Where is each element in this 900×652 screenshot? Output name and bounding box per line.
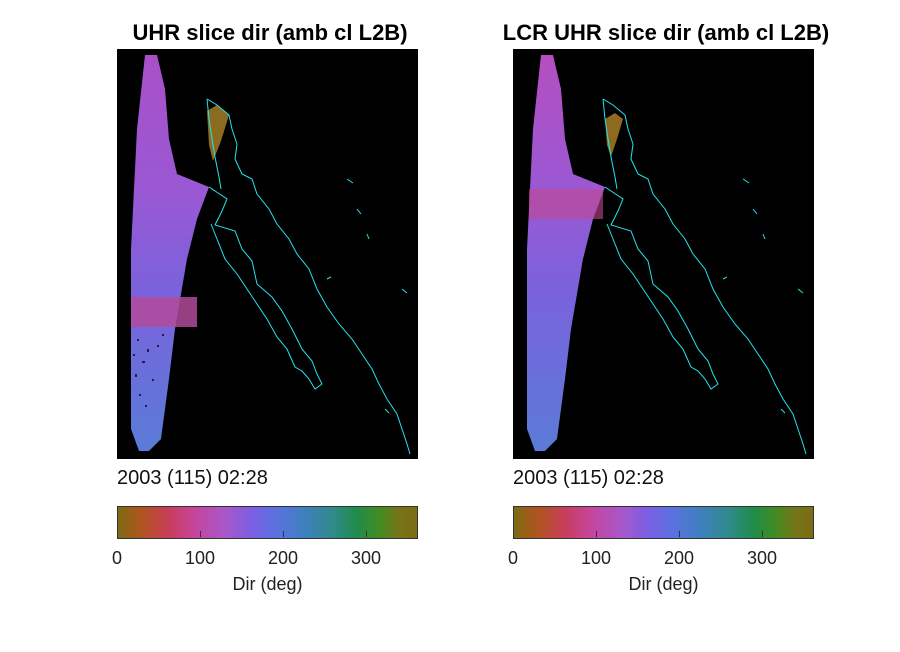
colorbar-tick-mark [596,531,597,537]
colorbar-tick-mark [762,531,763,537]
swath-speckle [133,334,164,407]
colorbar-tick-mark [366,531,367,537]
colorbar [513,506,814,539]
timestamp: 2003 (115) 02:28 [513,467,664,489]
colorbar-tick-label: 0 [111,548,123,568]
wind-direction-map [527,55,807,455]
wind-direction-map [131,55,411,455]
colorbar-label: Dir (deg) [628,574,699,594]
colorbar-tick-label: 100 [580,548,612,568]
panel-title: LCR UHR slice dir (amb cl L2B) [502,20,830,45]
colorbar-tick-label: 300 [746,548,778,568]
panel-uhr: UHR slice dir (amb cl L2B) [100,0,500,652]
swath-area [527,55,605,451]
coastline [602,98,807,455]
colorbar-tick-mark [679,531,680,537]
colorbar [117,506,418,539]
colorbar-tick-mark [283,531,284,537]
colorbar-tick-label: 100 [184,548,216,568]
colorbar-tick-label: 300 [350,548,382,568]
gulf-wind-patch [207,105,229,161]
panel-lcr-uhr: LCR UHR slice dir (amb cl L2B) 2003 [496,0,896,652]
map-image [513,49,814,459]
timestamp: 2003 (115) 02:28 [117,467,268,489]
colorbar-label: Dir (deg) [232,574,303,594]
swath-area [131,55,209,451]
map-image [117,49,418,459]
coastline [206,98,411,455]
panel-title: UHR slice dir (amb cl L2B) [132,20,408,45]
colorbar-tick-label: 200 [663,548,695,568]
colorbar-tick-label: 200 [267,548,299,568]
colorbar-tick-label: 0 [507,548,519,568]
swath-band [131,297,197,327]
swath-band [529,189,603,219]
colorbar-tick-mark [200,531,201,537]
